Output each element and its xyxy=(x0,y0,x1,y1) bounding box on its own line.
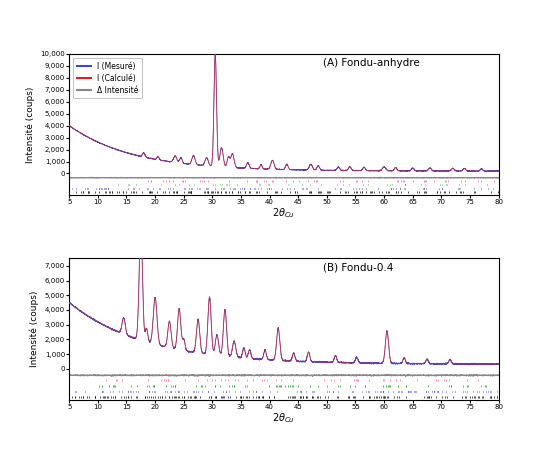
Text: (A) Fondu-anhydre: (A) Fondu-anhydre xyxy=(322,58,419,68)
Text: (B) Fondu-0.4: (B) Fondu-0.4 xyxy=(322,263,393,273)
Y-axis label: Intensité (coups): Intensité (coups) xyxy=(30,291,39,367)
X-axis label: 2$\theta_{Cu}$: 2$\theta_{Cu}$ xyxy=(273,411,295,425)
X-axis label: 2$\theta_{Cu}$: 2$\theta_{Cu}$ xyxy=(273,207,295,220)
Y-axis label: Intensité (coups): Intensité (coups) xyxy=(25,86,35,163)
Legend: I (Mesuré), I (Calculé), Δ Intensité: I (Mesuré), I (Calculé), Δ Intensité xyxy=(73,58,142,98)
